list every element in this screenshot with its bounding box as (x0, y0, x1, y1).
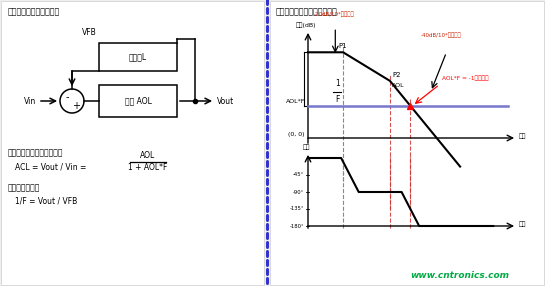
Text: 1: 1 (335, 79, 340, 88)
Text: -: - (65, 92, 69, 102)
Text: ACL = Vout / Vin =: ACL = Vout / Vin = (15, 162, 86, 171)
Bar (270, 1, 544, 285)
Text: VFB: VFB (82, 28, 97, 37)
Text: 增益(dB): 增益(dB) (296, 22, 316, 28)
Text: 频率: 频率 (519, 221, 526, 227)
Text: -20dB/10*倍频衰减: -20dB/10*倍频衰减 (314, 11, 355, 17)
Text: AOL: AOL (141, 151, 156, 160)
Bar (99, 85, 177, 117)
Text: 反馈系数的倒数: 反馈系数的倒数 (8, 183, 40, 192)
Text: 1 + AOL*F: 1 + AOL*F (128, 163, 168, 172)
Text: -90°: -90° (293, 190, 304, 194)
Text: +: + (72, 101, 80, 111)
Text: www.cntronics.com: www.cntronics.com (410, 271, 510, 280)
Bar (1, 1, 264, 285)
Text: 运放 AOL: 运放 AOL (125, 96, 152, 106)
Text: AOL*F: AOL*F (286, 99, 305, 104)
Text: 频率: 频率 (519, 133, 526, 139)
Text: -135°: -135° (289, 206, 304, 212)
Bar (99, 43, 177, 71)
Text: (0, 0): (0, 0) (288, 132, 305, 137)
Text: P1: P1 (338, 43, 347, 49)
Text: 负反馈放大电路的闭环增益: 负反馈放大电路的闭环增益 (8, 148, 64, 157)
Text: -180°: -180° (289, 223, 304, 229)
Text: 1/F = Vout / VFB: 1/F = Vout / VFB (15, 197, 77, 206)
Text: 运放负反馈放大电路频域模型: 运放负反馈放大电路频域模型 (276, 7, 338, 16)
Text: -45°: -45° (293, 172, 304, 178)
Text: Vout: Vout (217, 96, 234, 106)
Text: P2: P2 (392, 72, 401, 78)
Text: Vin: Vin (24, 96, 36, 106)
Text: AOL*F = -1禁区区域: AOL*F = -1禁区区域 (441, 75, 488, 81)
Text: -40dB/10*倍频衰减: -40dB/10*倍频衰减 (421, 32, 462, 38)
Text: 运放负反馈放大电路模型: 运放负反馈放大电路模型 (8, 7, 60, 16)
Text: 负反馈L: 负反馈L (129, 53, 147, 61)
Text: AOL: AOL (392, 83, 404, 88)
Text: 相位: 相位 (302, 144, 310, 150)
Text: F: F (335, 95, 340, 104)
